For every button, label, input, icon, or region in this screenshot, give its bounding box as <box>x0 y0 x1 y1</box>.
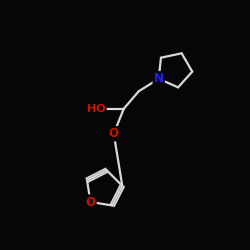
Text: O: O <box>86 196 96 208</box>
Text: HO: HO <box>87 104 106 114</box>
Text: O: O <box>109 127 119 140</box>
Text: N: N <box>154 72 164 85</box>
